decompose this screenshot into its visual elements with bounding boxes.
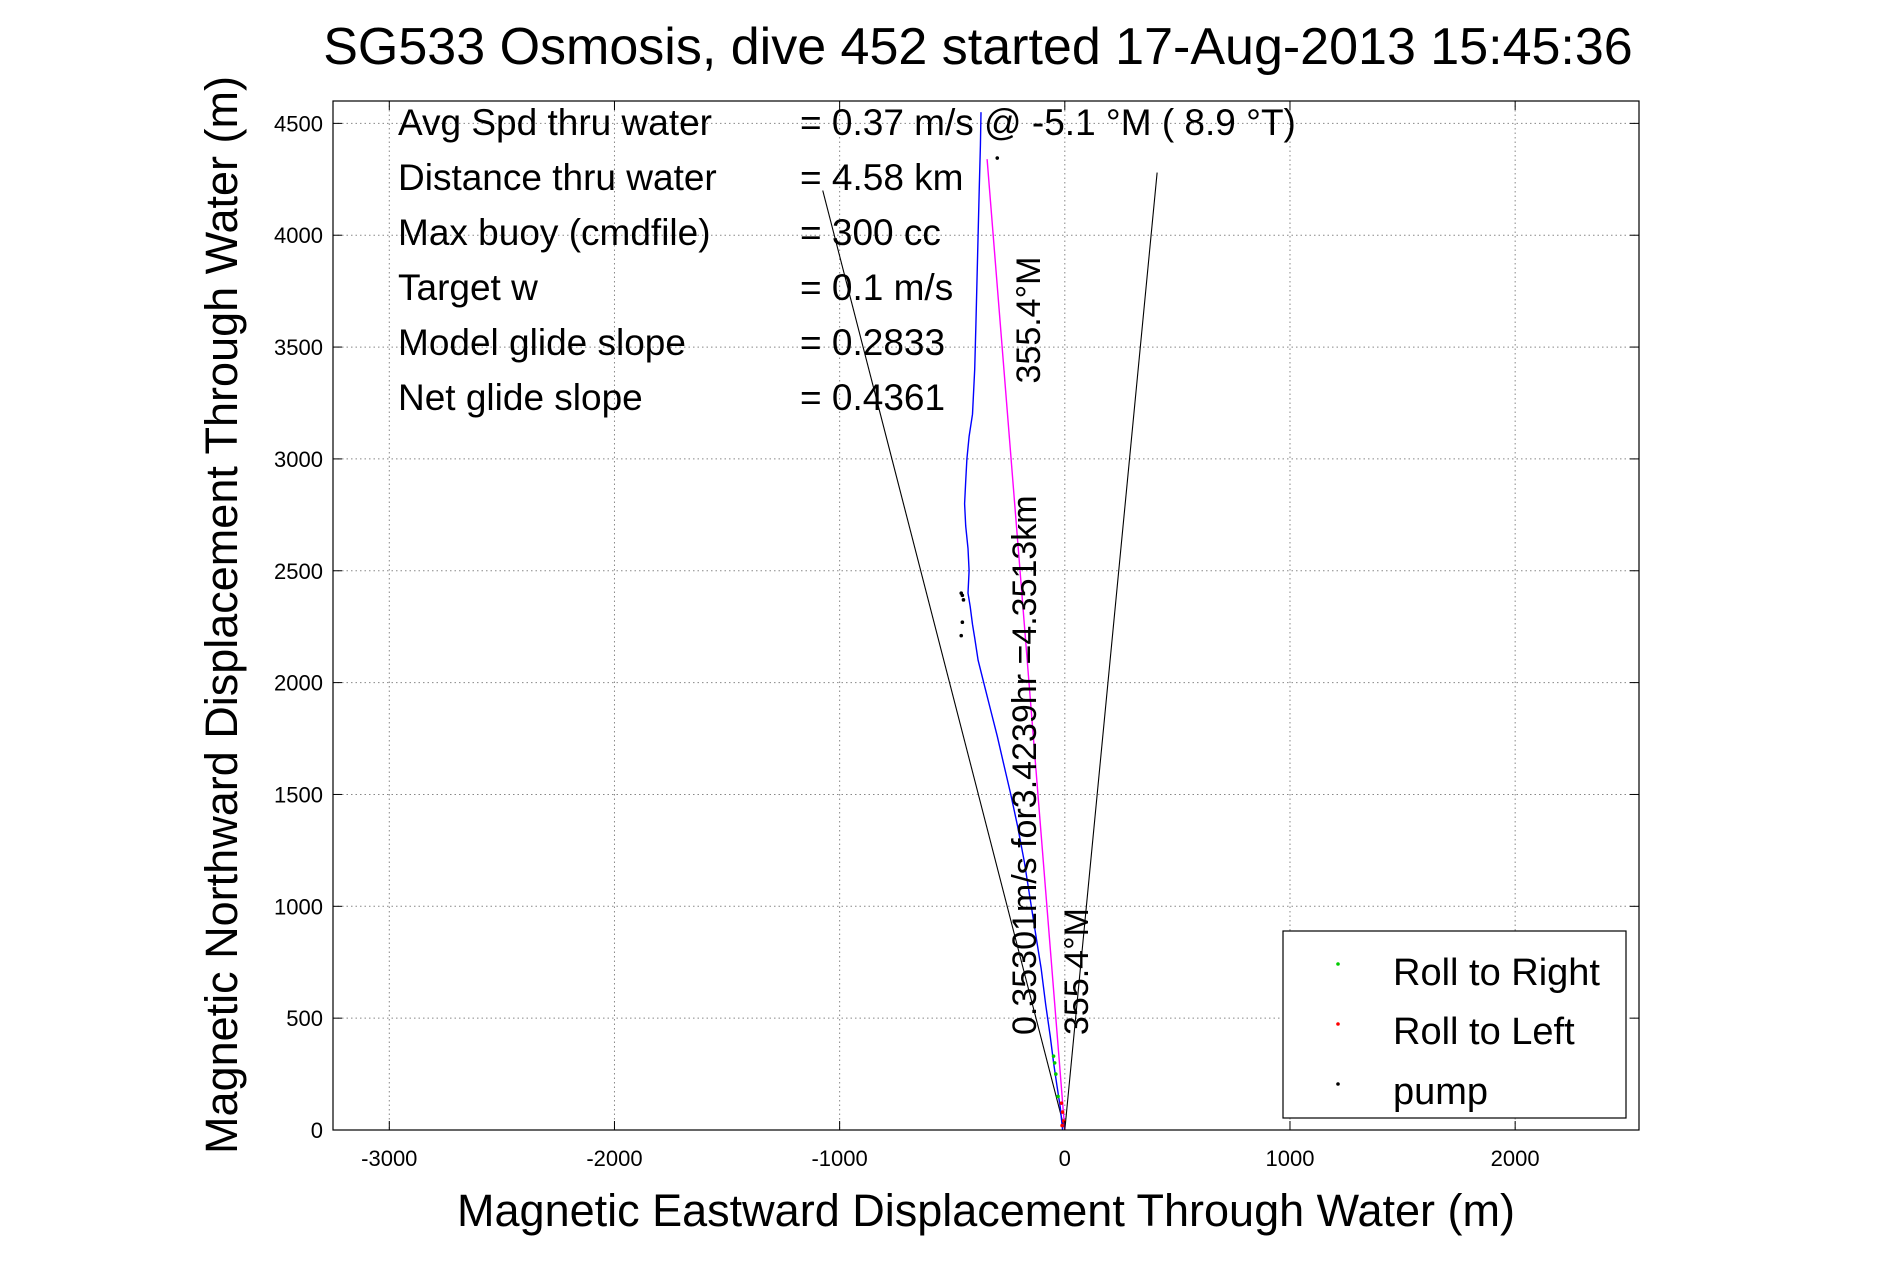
stat-label: Max buoy (cmdfile) <box>398 212 711 253</box>
y-axis-label: Magnetic Northward Displacement Through … <box>196 76 247 1154</box>
legend-marker-roll-left <box>1336 1022 1340 1026</box>
legend: Roll to Right Roll to Left pump <box>1282 930 1627 1119</box>
roll-left-point <box>1059 1101 1064 1105</box>
x-tick-label: 1000 <box>1266 1146 1315 1171</box>
stat-value: = 300 cc <box>800 212 941 253</box>
y-tick-label: 0 <box>311 1118 323 1143</box>
stat-label: Target w <box>398 267 538 308</box>
stat-value: = 0.37 m/s @ -5.1 °M ( 8.9 °T) <box>800 102 1296 143</box>
stat-label: Distance thru water <box>398 157 717 198</box>
y-tick-label: 1500 <box>274 782 323 807</box>
y-tick-label: 3500 <box>274 335 323 360</box>
chart-title: SG533 Osmosis, dive 452 started 17-Aug-2… <box>323 18 1632 76</box>
pump-point <box>959 591 964 595</box>
stats-block: Avg Spd thru water = 0.37 m/s @ -5.1 °M (… <box>398 102 1296 418</box>
x-tick-label: 2000 <box>1491 1146 1540 1171</box>
y-tick-label: 1000 <box>274 894 323 919</box>
y-tick-label: 4000 <box>274 223 323 248</box>
roll-left-point <box>1060 1123 1064 1128</box>
pump-point <box>995 156 1000 160</box>
heading-annotation: 0.35301m/s for3.4239hr =4.3513km <box>1006 495 1044 1035</box>
y-tick-label: 3000 <box>274 447 323 472</box>
fan-line <box>1064 172 1158 1131</box>
y-tick-label: 500 <box>286 1006 323 1031</box>
y-tick-label: 2000 <box>274 671 323 696</box>
annotations: 355.4°M 0.35301m/s for3.4239hr =4.3513km 3… <box>1006 256 1096 1035</box>
series-line <box>963 112 1064 1131</box>
legend-label-roll-right: Roll to Right <box>1393 952 1600 994</box>
fan-lines <box>822 172 1158 1131</box>
pump-point <box>960 620 965 625</box>
fan-line <box>822 190 1066 1131</box>
pump-point <box>959 633 964 638</box>
stat-value: = 0.4361 <box>800 377 945 418</box>
x-tick-label: -1000 <box>811 1146 867 1171</box>
roll-right-point <box>1054 1072 1058 1076</box>
stat-value: = 4.58 km <box>800 157 964 198</box>
y-tick-label: 4500 <box>274 111 323 136</box>
stat-label: Model glide slope <box>398 322 686 363</box>
heading-annotation: 355.4°M <box>1058 908 1096 1035</box>
heading-annotation: 355.4°M <box>1010 256 1048 383</box>
pump-point <box>961 598 966 602</box>
plot-frame <box>332 100 1640 1131</box>
data-series <box>963 112 1066 1131</box>
roll-right-point <box>1056 1094 1060 1099</box>
x-tick-label: 0 <box>1059 1146 1071 1171</box>
x-tick-label: -2000 <box>586 1146 642 1171</box>
stat-label: Net glide slope <box>398 377 643 418</box>
legend-label-pump: pump <box>1393 1071 1488 1113</box>
x-axis-label: Magnetic Eastward Displacement Through W… <box>457 1185 1515 1236</box>
y-axis-ticks: 0 500 1000 1500 2000 2500 3000 3500 4000 4500 <box>274 111 1639 1143</box>
roll-left-point <box>1060 1110 1065 1114</box>
roll-right-point <box>1052 1061 1057 1065</box>
series-line <box>986 159 1066 1131</box>
x-axis-ticks: -3000 -2000 -1000 0 1000 2000 <box>361 101 1540 1171</box>
stat-value: = 0.2833 <box>800 322 945 363</box>
stat-value: = 0.1 m/s <box>800 267 953 308</box>
roll-right-point <box>1051 1054 1056 1058</box>
x-tick-label: -3000 <box>361 1146 417 1171</box>
legend-marker-roll-right <box>1336 962 1340 966</box>
stat-label: Avg Spd thru water <box>398 102 712 143</box>
y-tick-label: 2500 <box>274 559 323 584</box>
legend-label-roll-left: Roll to Left <box>1393 1011 1575 1053</box>
legend-marker-pump <box>1336 1082 1340 1086</box>
legend-box <box>1282 930 1627 1119</box>
